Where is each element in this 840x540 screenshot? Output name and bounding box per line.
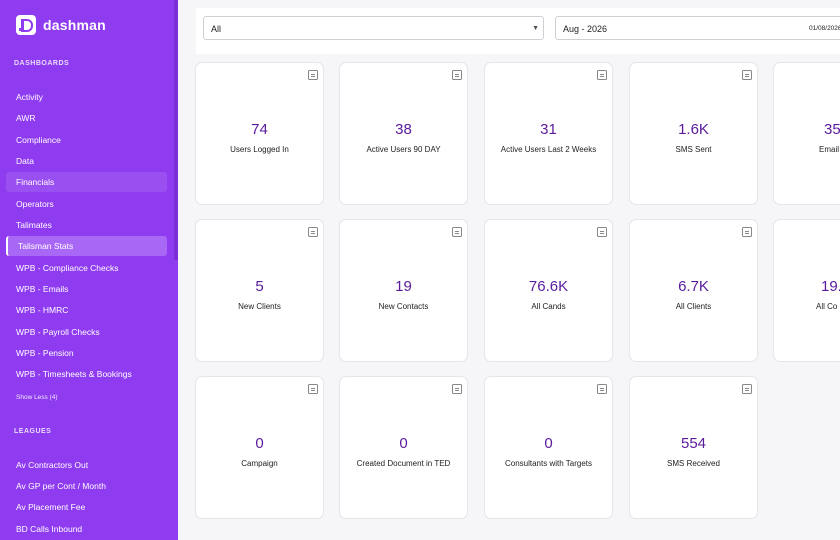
document-icon[interactable] <box>597 227 607 237</box>
document-icon[interactable] <box>308 70 318 80</box>
stat-value: 0 <box>255 435 264 452</box>
period-select[interactable]: Aug - 2026 01/08/2026 <box>555 16 840 40</box>
stat-value: 74 <box>251 121 268 138</box>
sidebar-scrollbar[interactable] <box>174 0 178 260</box>
sidebar-item-av-gp-per-cont[interactable]: Av GP per Cont / Month <box>16 481 106 491</box>
stat-label: All Co <box>816 302 838 311</box>
date-value: 01/08/2026 <box>809 25 840 32</box>
stat-value: 35 <box>824 121 840 138</box>
stat-value: 1.6K <box>678 121 709 138</box>
stat-value: 6.7K <box>678 278 709 295</box>
stat-card[interactable]: 5 New Clients <box>195 219 324 362</box>
document-icon[interactable] <box>308 227 318 237</box>
stat-card[interactable]: 6.7K All Clients <box>629 219 758 362</box>
sidebar-item-wpb-payroll-checks[interactable]: WPB - Payroll Checks <box>16 327 100 337</box>
stat-value: 76.6K <box>528 278 569 295</box>
sidebar-item-wpb-timesheets-bookings[interactable]: WPB - Timesheets & Bookings <box>16 369 132 379</box>
leagues-heading: LEAGUES <box>14 428 52 435</box>
sidebar-item-av-contractors-out[interactable]: Av Contractors Out <box>16 460 89 470</box>
scope-select-value: All <box>211 24 222 34</box>
stat-card[interactable]: 0 Consultants with Targets <box>484 376 613 519</box>
document-icon[interactable] <box>452 227 462 237</box>
sidebar-item-data[interactable]: Data <box>16 156 34 166</box>
scope-select[interactable]: All ▼ <box>203 16 544 40</box>
period-select-value: Aug - 2026 <box>563 24 608 34</box>
sidebar-item-compliance[interactable]: Compliance <box>16 135 61 145</box>
sidebar-item-wpb-compliance-checks[interactable]: WPB - Compliance Checks <box>16 263 119 273</box>
stat-value: 554 <box>680 435 707 452</box>
stat-label: All Clients <box>675 302 712 311</box>
stat-label: New Contacts <box>378 302 429 311</box>
stat-value: 19 <box>395 278 412 295</box>
stat-value: 5 <box>255 278 264 295</box>
stat-card[interactable]: 35 Email <box>773 62 840 205</box>
stat-value: 0 <box>544 435 553 452</box>
sidebar-item-talisman-stats[interactable]: Talisman Stats <box>6 236 167 256</box>
logo-icon <box>16 15 36 35</box>
stat-label: Consultants with Targets <box>504 459 592 468</box>
sidebar-item-operators[interactable]: Operators <box>16 199 54 209</box>
document-icon[interactable] <box>742 384 752 394</box>
stat-label: SMS Sent <box>675 145 712 154</box>
stat-card[interactable]: 76.6K All Cands <box>484 219 613 362</box>
stat-label: SMS Received <box>667 459 720 468</box>
stat-card[interactable]: 74 Users Logged In <box>195 62 324 205</box>
stat-card[interactable]: 19 New Contacts <box>339 219 468 362</box>
stat-card[interactable]: 1.6K SMS Sent <box>629 62 758 205</box>
brand-name: dashman <box>43 17 106 33</box>
stat-label: Email <box>819 145 840 154</box>
sidebar-item-av-placement-fee[interactable]: Av Placement Fee <box>16 502 86 512</box>
sidebar-item-wpb-pension[interactable]: WPB - Pension <box>16 348 74 358</box>
stat-label: Created Document in TED <box>356 459 451 468</box>
logo[interactable]: dashman <box>16 15 106 35</box>
sidebar-item-financials[interactable]: Financials <box>6 172 167 192</box>
show-less-link[interactable]: Show Less (4) <box>16 394 58 401</box>
sidebar-item-bd-calls-inbound[interactable]: BD Calls Inbound <box>16 524 83 534</box>
stat-value: 19. <box>821 278 840 295</box>
stat-label: Campaign <box>241 459 278 468</box>
stat-label: Users Logged In <box>230 145 289 154</box>
stat-card[interactable]: 554 SMS Received <box>629 376 758 519</box>
stat-label: Active Users 90 DAY <box>366 145 441 154</box>
stat-card[interactable]: 31 Active Users Last 2 Weeks <box>484 62 613 205</box>
sidebar-item-awr[interactable]: AWR <box>16 113 36 123</box>
sidebar-item-wpb-hmrc[interactable]: WPB - HMRC <box>16 305 69 315</box>
sidebar-item-wpb-emails[interactable]: WPB - Emails <box>16 284 69 294</box>
stat-card[interactable]: 0 Campaign <box>195 376 324 519</box>
sidebar-item-activity[interactable]: Activity <box>16 92 43 102</box>
stat-value: 0 <box>399 435 408 452</box>
stat-card[interactable]: 19. All Co <box>773 219 840 362</box>
caret-down-icon: ▼ <box>532 25 539 32</box>
document-icon[interactable] <box>452 70 462 80</box>
document-icon[interactable] <box>742 70 752 80</box>
stat-label: All Cands <box>531 302 566 311</box>
sidebar: dashman DASHBOARDS Activity AWR Complian… <box>0 0 178 540</box>
document-icon[interactable] <box>452 384 462 394</box>
document-icon[interactable] <box>308 384 318 394</box>
sidebar-item-talimates[interactable]: Talimates <box>16 220 52 230</box>
stat-value: 38 <box>395 121 412 138</box>
dashboards-heading: DASHBOARDS <box>14 60 70 67</box>
stat-label: New Clients <box>238 302 281 311</box>
stat-value: 31 <box>540 121 557 138</box>
document-icon[interactable] <box>742 227 752 237</box>
stat-card[interactable]: 0 Created Document in TED <box>339 376 468 519</box>
stat-label: Active Users Last 2 Weeks <box>500 145 597 154</box>
stat-card[interactable]: 38 Active Users 90 DAY <box>339 62 468 205</box>
document-icon[interactable] <box>597 384 607 394</box>
document-icon[interactable] <box>597 70 607 80</box>
